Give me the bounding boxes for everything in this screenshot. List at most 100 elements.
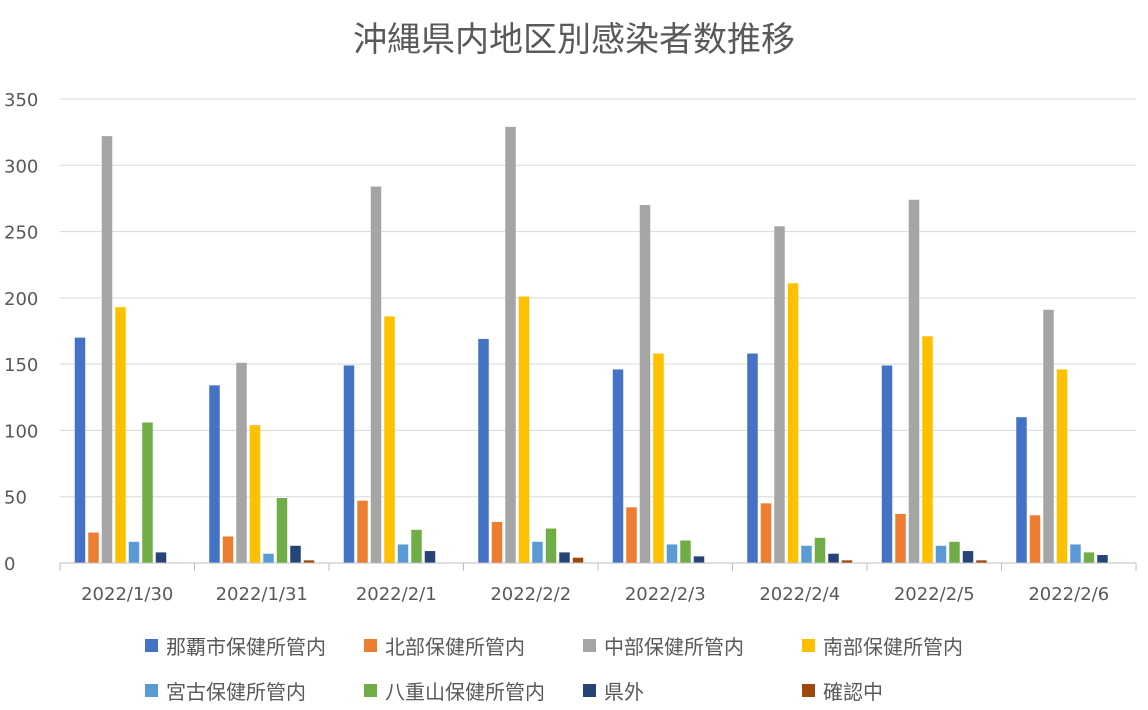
bar [693, 556, 705, 563]
bar [411, 529, 422, 563]
bar [639, 205, 651, 564]
x-tick-label: 2022/2/4 [759, 584, 840, 605]
y-axis-tick-labels: 0 50 100 150 200 250 300 350 [4, 90, 38, 575]
bar [1016, 417, 1027, 563]
y-tick-label: 50 [4, 488, 27, 509]
bar [559, 552, 570, 563]
bar [1029, 515, 1041, 563]
bar [680, 540, 691, 563]
bar [922, 336, 933, 563]
y-tick-label: 300 [4, 156, 38, 177]
bar [397, 544, 409, 563]
bar [935, 545, 947, 563]
bar [209, 385, 220, 563]
bar [222, 536, 234, 563]
legend-label: 北部保健所管内 [385, 634, 525, 659]
bar [128, 541, 140, 563]
bars [74, 126, 1108, 564]
bar [1043, 309, 1054, 563]
bar [263, 553, 274, 563]
bar [976, 560, 987, 563]
legend: 那覇市保健所管内 北部保健所管内 中部保健所管内 南部保健所管内宮古保健所管内 八重山保… [0, 622, 1148, 710]
bar [612, 369, 624, 563]
legend-label: 八重山保健所管内 [385, 679, 545, 704]
bar [249, 425, 261, 563]
legend-item: 北部保健所管内 [364, 630, 525, 660]
x-axis [59, 562, 1137, 571]
bar [841, 560, 853, 563]
bar [155, 552, 167, 563]
legend-swatch [583, 683, 596, 697]
x-tick-label: 2022/2/3 [625, 584, 706, 605]
bar [518, 296, 530, 563]
legend-label: 那覇市保健所管内 [166, 634, 326, 659]
legend-swatch [802, 683, 815, 697]
legend-label: 県外 [604, 679, 644, 704]
bar [1056, 369, 1068, 563]
x-axis-tick-labels: 2022/1/30 2022/1/31 2022/2/1 2022/2/2 2022/2… [81, 584, 1109, 605]
bar [115, 307, 126, 563]
bar [962, 551, 974, 563]
x-tick-label: 2022/2/1 [356, 584, 437, 605]
bar [478, 338, 489, 563]
bar [545, 528, 557, 563]
y-tick-label: 100 [4, 421, 38, 442]
x-tick-label: 2022/2/5 [894, 584, 975, 605]
y-tick-label: 200 [4, 289, 38, 310]
bar [1083, 552, 1095, 563]
chart-title: 沖縄県内地区別感染者数推移 [353, 20, 795, 60]
bar [774, 226, 785, 564]
legend-label: 中部保健所管内 [604, 634, 744, 659]
legend-label: 確認中 [823, 679, 883, 704]
bar [532, 541, 543, 563]
x-tick-label: 2022/1/30 [81, 584, 173, 605]
legend-label: 南部保健所管内 [823, 634, 963, 659]
x-tick-label: 2022/2/2 [490, 584, 571, 605]
y-tick-label: 150 [4, 355, 38, 376]
bar [384, 316, 395, 563]
bar [814, 537, 826, 563]
bar [303, 560, 315, 563]
bar [101, 136, 113, 563]
bar [88, 532, 99, 563]
bar-chart: 0 50 100 150 200 250 300 350 2022/1/30 2022/1/31… [4, 90, 1137, 605]
bar [491, 521, 503, 563]
legend-swatch [802, 638, 815, 652]
legend-item: 八重山保健所管内 [364, 675, 545, 705]
bar [370, 186, 382, 564]
bar [653, 353, 664, 563]
bar [747, 353, 758, 563]
bar [895, 513, 906, 563]
bar [424, 551, 436, 563]
bar [505, 126, 516, 563]
legend-swatch [145, 638, 158, 652]
bar [142, 422, 153, 563]
legend-item: 県外 [583, 675, 644, 705]
bar [881, 365, 893, 563]
legend-item: 宮古保健所管内 [145, 675, 306, 705]
bar [787, 283, 799, 563]
legend-label: 宮古保健所管内 [166, 679, 306, 704]
legend-item: 南部保健所管内 [802, 630, 963, 660]
legend-item: 那覇市保健所管内 [145, 630, 326, 660]
legend-swatch [364, 683, 377, 697]
bar [760, 503, 772, 563]
bar [949, 541, 960, 563]
bar [626, 507, 637, 563]
bar [357, 500, 368, 563]
gridlines [60, 98, 1136, 498]
y-tick-label: 350 [4, 90, 38, 111]
x-tick-label: 2022/1/31 [216, 584, 308, 605]
legend-item: 確認中 [802, 675, 883, 705]
bar [828, 553, 839, 563]
bar [236, 362, 247, 563]
legend-swatch [145, 683, 158, 697]
bar [908, 199, 920, 564]
bar [1097, 555, 1108, 563]
bar [801, 545, 812, 563]
bar [666, 544, 678, 563]
legend-swatch [364, 638, 377, 652]
y-tick-label: 0 [4, 554, 15, 575]
bar [290, 545, 301, 563]
bar [1070, 544, 1081, 563]
